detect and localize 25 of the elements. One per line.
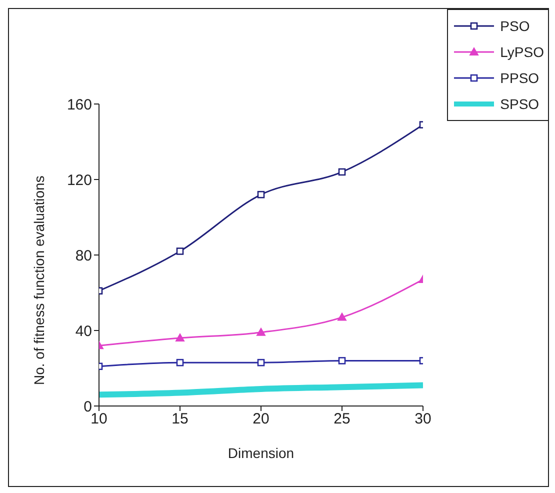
y-axis-title: No. of fitness function evaluations bbox=[30, 176, 47, 385]
point bbox=[257, 190, 265, 198]
y-tick-label: 160 bbox=[66, 96, 92, 114]
x-tick-label: 15 bbox=[172, 410, 188, 428]
x-tick-label: 20 bbox=[252, 410, 270, 428]
point bbox=[257, 358, 265, 366]
point bbox=[176, 248, 184, 255]
legend-label: SPSO bbox=[500, 96, 540, 112]
legend-label: LyPSO bbox=[500, 44, 544, 60]
x-tick-label: 30 bbox=[414, 410, 432, 428]
point bbox=[338, 168, 346, 176]
x-axis-title: Dimension bbox=[228, 445, 294, 461]
legend-label: PSO bbox=[500, 18, 530, 34]
point bbox=[176, 358, 184, 366]
legend-label: PPSO bbox=[500, 70, 540, 86]
point bbox=[338, 357, 346, 364]
x-tick-label: 25 bbox=[334, 410, 350, 428]
y-tick-label: 40 bbox=[75, 322, 92, 340]
x-tick-label: 10 bbox=[90, 410, 108, 428]
y-tick-label: 120 bbox=[66, 172, 92, 189]
point bbox=[338, 312, 346, 321]
y-tick-label: 0 bbox=[84, 398, 92, 416]
point bbox=[176, 334, 184, 342]
point bbox=[256, 328, 266, 336]
y-tick-label: 80 bbox=[75, 247, 92, 264]
